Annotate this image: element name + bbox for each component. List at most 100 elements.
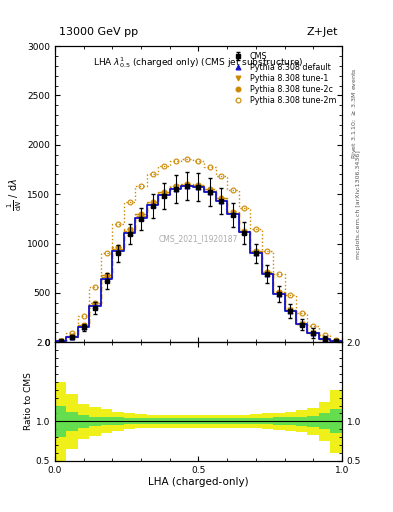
Line: Pythia 8.308 tune-2c: Pythia 8.308 tune-2c xyxy=(58,181,339,344)
Pythia 8.308 default xyxy=(127,229,132,236)
Bar xyxy=(181,418,193,424)
Pythia 8.308 tune-2m xyxy=(139,183,143,189)
Bar xyxy=(181,415,193,428)
Bar xyxy=(319,401,331,441)
Pythia 8.308 tune-2c xyxy=(70,333,75,339)
Bar xyxy=(239,418,250,424)
Text: Rivet 3.1.10; $\geq$ 3.3M events: Rivet 3.1.10; $\geq$ 3.3M events xyxy=(351,67,358,159)
Bar xyxy=(147,415,158,428)
Pythia 8.308 tune-2c xyxy=(116,244,121,250)
Pythia 8.308 tune-2c xyxy=(253,248,258,254)
Bar xyxy=(307,416,319,427)
Text: Z+Jet: Z+Jet xyxy=(307,27,338,37)
Pythia 8.308 tune-2m xyxy=(311,323,316,329)
Pythia 8.308 tune-1 xyxy=(59,338,63,345)
Bar xyxy=(90,407,101,436)
Pythia 8.308 tune-2c xyxy=(150,199,155,205)
Bar xyxy=(135,418,147,424)
Pythia 8.308 tune-1 xyxy=(93,301,97,307)
Pythia 8.308 default xyxy=(59,338,63,345)
Pythia 8.308 tune-1 xyxy=(265,270,270,276)
Bar xyxy=(55,406,66,437)
Bar xyxy=(331,390,342,453)
Pythia 8.308 tune-2m xyxy=(231,187,235,194)
Pythia 8.308 tune-2m xyxy=(104,250,109,257)
Pythia 8.308 default xyxy=(253,250,258,256)
Bar xyxy=(147,418,158,424)
Pythia 8.308 tune-2m xyxy=(127,199,132,205)
Pythia 8.308 tune-1 xyxy=(139,213,143,219)
Bar xyxy=(55,382,66,461)
Bar xyxy=(250,414,262,429)
Bar xyxy=(216,418,227,424)
Bar xyxy=(124,418,135,424)
Pythia 8.308 default xyxy=(104,276,109,282)
Pythia 8.308 default xyxy=(276,291,281,297)
Pythia 8.308 tune-2c xyxy=(127,226,132,232)
Bar xyxy=(262,418,273,424)
Pythia 8.308 default xyxy=(242,229,247,236)
Pythia 8.308 tune-2c xyxy=(162,189,166,196)
Bar xyxy=(319,413,331,429)
Pythia 8.308 tune-1 xyxy=(173,184,178,190)
Pythia 8.308 tune-2c xyxy=(196,181,201,187)
Bar xyxy=(273,413,285,430)
Pythia 8.308 tune-2m xyxy=(59,338,63,344)
Pythia 8.308 tune-1 xyxy=(334,338,338,344)
Pythia 8.308 tune-2m xyxy=(242,205,247,211)
Pythia 8.308 tune-2c xyxy=(299,321,304,327)
Pythia 8.308 tune-1 xyxy=(70,333,75,339)
Bar xyxy=(193,418,204,424)
Pythia 8.308 tune-1 xyxy=(104,274,109,280)
Pythia 8.308 tune-1 xyxy=(196,183,201,189)
Bar xyxy=(250,418,262,424)
Bar xyxy=(227,418,239,424)
Pythia 8.308 default xyxy=(162,192,166,198)
Bar xyxy=(204,415,216,428)
Pythia 8.308 tune-2c xyxy=(276,289,281,295)
Pythia 8.308 tune-2m xyxy=(219,174,224,180)
Pythia 8.308 default xyxy=(139,215,143,221)
Bar xyxy=(307,408,319,435)
Text: LHA $\lambda^1_{0.5}$ (charged only) (CMS jet substructure): LHA $\lambda^1_{0.5}$ (charged only) (CM… xyxy=(93,55,304,70)
Pythia 8.308 tune-2m xyxy=(334,337,338,344)
Pythia 8.308 tune-2m xyxy=(322,332,327,338)
Bar xyxy=(331,410,342,433)
Pythia 8.308 tune-1 xyxy=(276,290,281,296)
Bar xyxy=(262,413,273,429)
Pythia 8.308 tune-2m xyxy=(116,221,121,227)
Pythia 8.308 tune-1 xyxy=(231,210,235,217)
Bar xyxy=(170,418,181,424)
Pythia 8.308 tune-2c xyxy=(185,180,189,186)
Bar xyxy=(101,417,112,425)
Bar xyxy=(66,394,78,449)
Pythia 8.308 default xyxy=(196,184,201,190)
Pythia 8.308 tune-2c xyxy=(173,183,178,189)
Pythia 8.308 tune-1 xyxy=(322,335,327,342)
Bar xyxy=(193,415,204,428)
Pythia 8.308 tune-2c xyxy=(93,300,97,306)
Bar xyxy=(216,415,227,428)
Pythia 8.308 tune-2c xyxy=(81,322,86,328)
Pythia 8.308 tune-2m xyxy=(265,248,270,254)
Pythia 8.308 tune-2m xyxy=(70,330,75,336)
Pythia 8.308 tune-2c xyxy=(59,338,63,344)
Y-axis label: Ratio to CMS: Ratio to CMS xyxy=(24,373,33,431)
Pythia 8.308 default xyxy=(173,186,178,192)
Bar xyxy=(158,418,170,424)
Bar xyxy=(296,410,307,432)
Pythia 8.308 tune-2c xyxy=(288,307,293,313)
Bar xyxy=(239,415,250,428)
Bar xyxy=(204,418,216,424)
Line: Pythia 8.308 tune-1: Pythia 8.308 tune-1 xyxy=(58,182,339,344)
Pythia 8.308 tune-2m xyxy=(150,172,155,178)
Pythia 8.308 tune-1 xyxy=(150,201,155,207)
Pythia 8.308 tune-1 xyxy=(81,323,86,329)
Pythia 8.308 tune-1 xyxy=(253,249,258,255)
Legend: CMS, Pythia 8.308 default, Pythia 8.308 tune-1, Pythia 8.308 tune-2c, Pythia 8.3: CMS, Pythia 8.308 default, Pythia 8.308 … xyxy=(229,50,338,106)
Pythia 8.308 tune-1 xyxy=(299,321,304,327)
Pythia 8.308 default xyxy=(288,307,293,313)
Pythia 8.308 tune-2c xyxy=(265,269,270,275)
Pythia 8.308 default xyxy=(70,334,75,340)
Pythia 8.308 default xyxy=(81,324,86,330)
